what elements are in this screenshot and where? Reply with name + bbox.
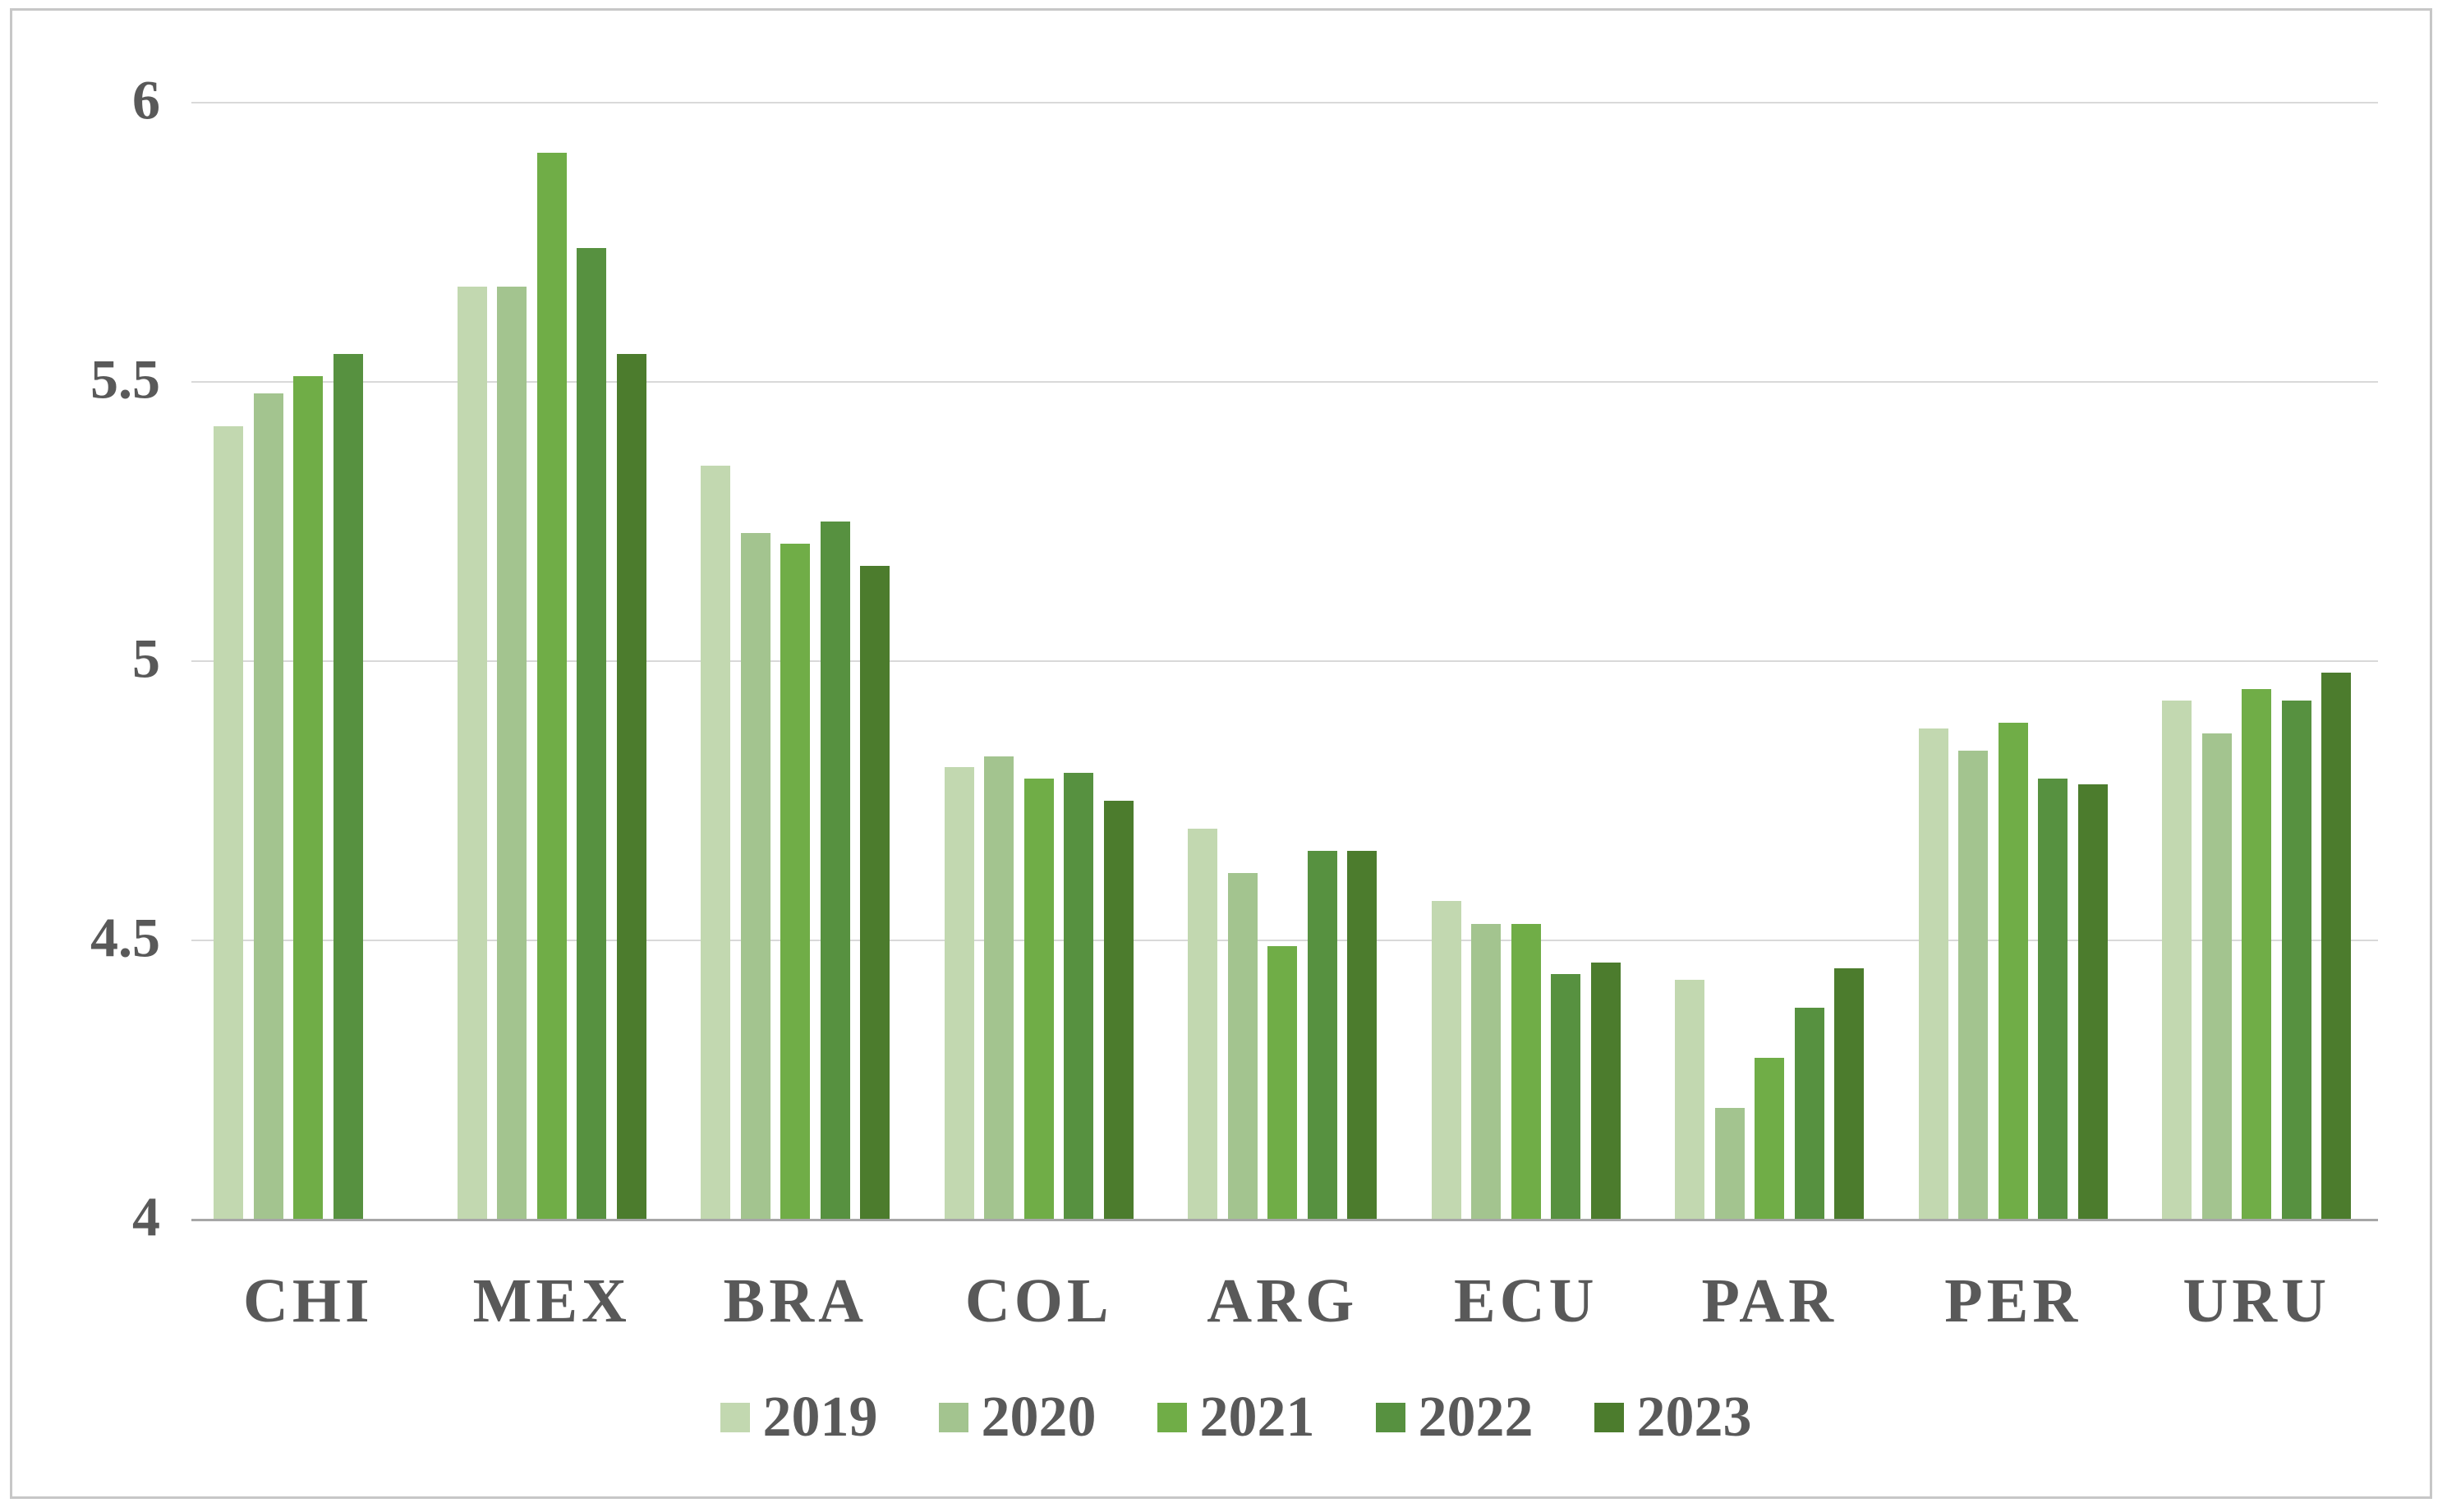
gridline	[191, 940, 2378, 941]
bar-par-2022	[1794, 1007, 1824, 1220]
bar-mex-2021	[536, 153, 567, 1220]
legend: 2019 2020 2021 2022 2023	[12, 1389, 2447, 1446]
bar-uru-2023	[2321, 672, 2352, 1220]
bar-bra-2020	[740, 532, 770, 1220]
legend-label: 2021	[1199, 1386, 1315, 1449]
bar-uru-2019	[2162, 700, 2192, 1220]
bar-mex-2023	[616, 354, 646, 1220]
bar-ecu-2020	[1471, 923, 1502, 1220]
bar-per-2022	[2038, 778, 2068, 1220]
legend-swatch-icon	[1375, 1403, 1405, 1432]
legend-label: 2022	[1418, 1386, 1534, 1449]
bar-mex-2019	[457, 287, 487, 1220]
bar-uru-2021	[2242, 689, 2272, 1220]
bar-arg-2022	[1307, 851, 1337, 1220]
gridline	[191, 660, 2378, 662]
chart-frame: 4 4.5 5 5.5 6 CHI MEX BRA COL ARG ECU PAR PER URU 20…	[10, 8, 2432, 1499]
bar-per-2019	[1918, 728, 1948, 1220]
legend-item-2022: 2022	[1375, 1386, 1534, 1449]
x-axis-category-label: BRA	[723, 1266, 867, 1335]
bar-par-2020	[1714, 1108, 1745, 1220]
bar-bra-2019	[701, 466, 731, 1220]
x-axis-category-label: CHI	[242, 1266, 374, 1335]
bar-par-2021	[1755, 1057, 1785, 1220]
x-axis-line	[191, 1219, 2378, 1221]
legend-swatch-icon	[720, 1403, 750, 1432]
bar-arg-2021	[1267, 945, 1298, 1220]
bar-col-2019	[944, 767, 974, 1220]
bar-col-2021	[1023, 778, 1054, 1220]
bar-col-2020	[984, 756, 1014, 1220]
bar-ecu-2019	[1431, 901, 1461, 1220]
y-axis-tick-label: 6	[132, 68, 160, 131]
y-axis-tick-label: 4.5	[90, 906, 160, 969]
y-axis-tick-label: 5	[132, 627, 160, 690]
x-axis-category-label: MEX	[472, 1266, 631, 1335]
bar-col-2023	[1103, 801, 1134, 1220]
bar-per-2023	[2077, 784, 2108, 1220]
bar-par-2019	[1675, 979, 1705, 1220]
bar-uru-2020	[2201, 733, 2232, 1220]
bar-chi-2022	[333, 354, 363, 1220]
legend-label: 2023	[1636, 1386, 1752, 1449]
y-axis-tick-label: 5.5	[90, 347, 160, 411]
bar-bra-2023	[860, 566, 890, 1220]
bar-col-2022	[1064, 773, 1094, 1220]
bar-ecu-2022	[1551, 973, 1581, 1220]
bar-arg-2023	[1347, 851, 1378, 1220]
bar-arg-2020	[1227, 873, 1258, 1220]
bar-chi-2021	[293, 376, 324, 1220]
legend-item-2023: 2023	[1594, 1389, 1752, 1446]
gridline	[191, 381, 2378, 383]
bar-mex-2022	[577, 247, 607, 1220]
x-axis-category-label: COL	[964, 1266, 1113, 1335]
x-axis-category-label: ECU	[1454, 1266, 1598, 1335]
bar-chi-2020	[253, 393, 283, 1220]
x-axis-category-label: URU	[2183, 1266, 2331, 1335]
legend-swatch-icon	[938, 1403, 968, 1432]
x-axis-category-label: PER	[1944, 1266, 2082, 1335]
gridline	[191, 102, 2378, 103]
y-axis-tick-label: 4	[132, 1185, 160, 1248]
bar-per-2021	[1998, 722, 2028, 1220]
x-axis-category-label: PAR	[1701, 1266, 1838, 1335]
legend-item-2020: 2020	[938, 1386, 1097, 1449]
bar-arg-2019	[1188, 829, 1218, 1220]
legend-item-2019: 2019	[720, 1389, 878, 1446]
legend-swatch-icon	[1594, 1403, 1624, 1432]
legend-item-2021: 2021	[1157, 1389, 1315, 1446]
bar-bra-2022	[820, 522, 850, 1220]
legend-label: 2020	[981, 1386, 1097, 1449]
bar-uru-2022	[2281, 700, 2311, 1220]
bar-ecu-2023	[1590, 963, 1621, 1220]
bar-bra-2021	[780, 544, 811, 1220]
bar-par-2023	[1834, 968, 1865, 1220]
x-axis-category-label: ARG	[1207, 1266, 1359, 1335]
legend-swatch-icon	[1157, 1403, 1187, 1432]
bar-ecu-2021	[1511, 923, 1541, 1220]
bar-chi-2019	[214, 426, 244, 1220]
bar-mex-2020	[497, 287, 527, 1220]
bar-per-2020	[1958, 750, 1989, 1220]
legend-label: 2019	[762, 1386, 878, 1449]
